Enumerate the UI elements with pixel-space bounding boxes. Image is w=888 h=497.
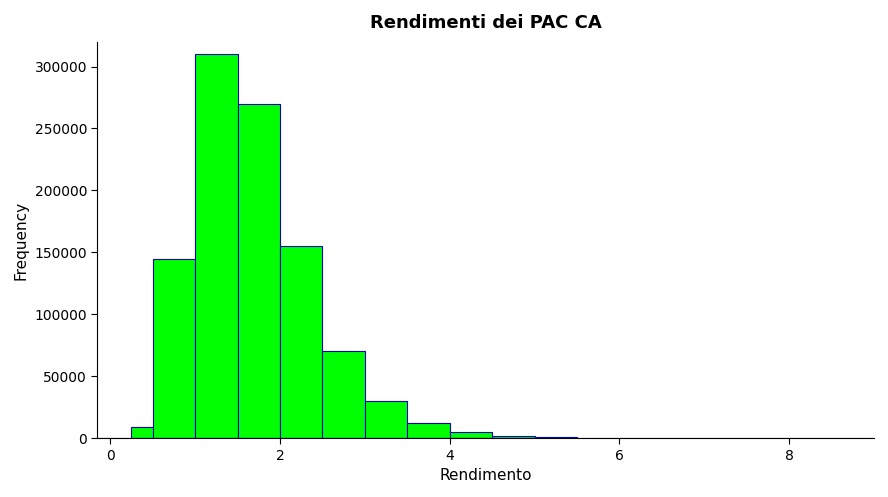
Bar [322, 351, 365, 438]
Bar [449, 432, 492, 438]
Bar [280, 246, 322, 438]
Bar [492, 436, 535, 438]
Bar [365, 401, 408, 438]
Bar [237, 104, 280, 438]
X-axis label: Rendimento: Rendimento [440, 468, 532, 483]
Title: Rendimenti dei PAC CA: Rendimenti dei PAC CA [370, 14, 602, 32]
Y-axis label: Frequency: Frequency [14, 200, 29, 279]
Bar [408, 423, 449, 438]
Bar [153, 258, 195, 438]
Bar [535, 437, 577, 438]
Bar [195, 54, 237, 438]
Bar [131, 427, 153, 438]
